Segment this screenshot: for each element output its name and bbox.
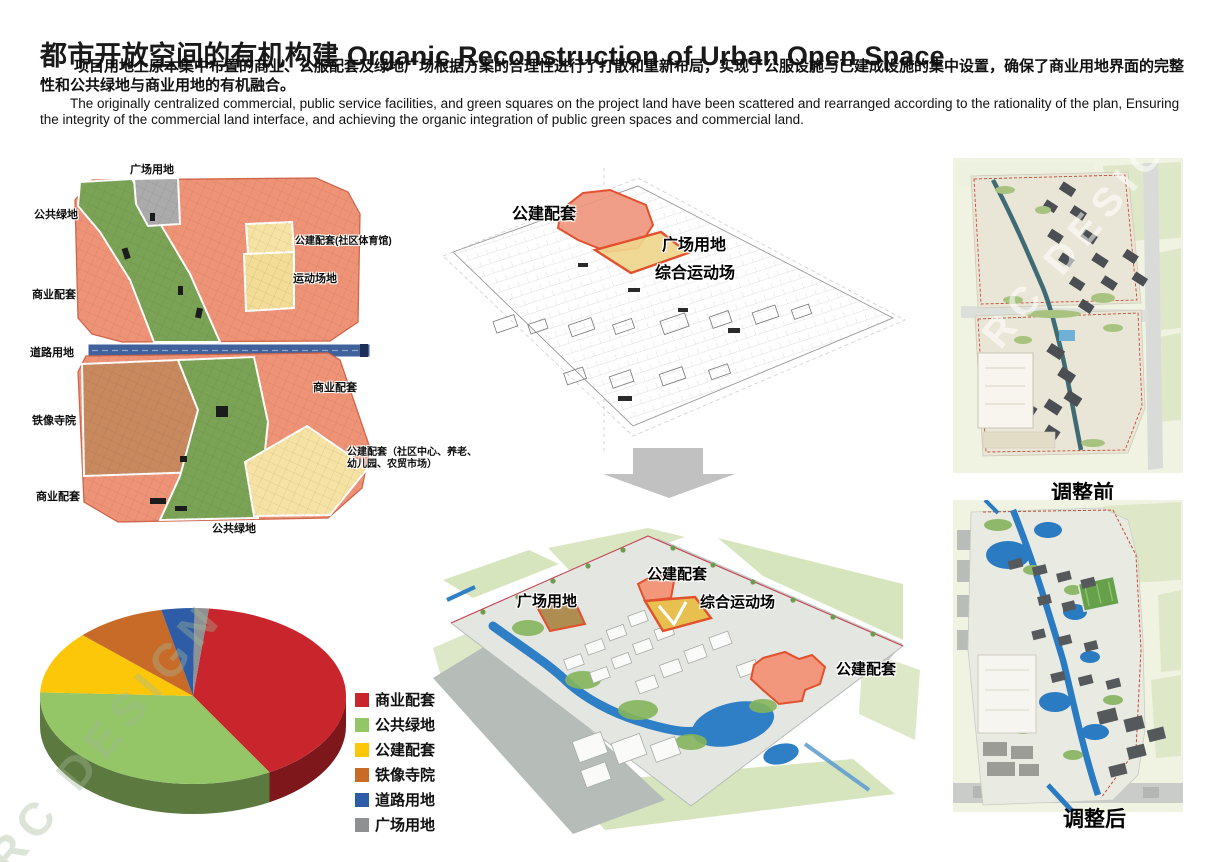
- legend-swatch: [355, 717, 369, 732]
- map-label-commercial-right: 商业配套: [313, 382, 357, 394]
- plan-trees: [480, 545, 876, 637]
- legend-swatch: [355, 792, 369, 807]
- pie-slice-广场用地: [193, 608, 209, 696]
- page-title-zh: 都市开放空间的有机构建: [40, 41, 340, 72]
- plan-label-plaza: 广场用地: [517, 593, 578, 610]
- legend-label: 铁像寺院: [375, 767, 436, 784]
- map-label-plaza: 广场用地: [130, 164, 174, 176]
- pie-slice-铁像寺院: [82, 609, 193, 696]
- legend-item: 公建配套: [355, 737, 435, 762]
- before-caption: 调整前: [1051, 482, 1114, 505]
- after-caption: 调整后: [1063, 808, 1126, 831]
- plan-highlight-public-right: [749, 650, 827, 706]
- before-temple-area: [977, 352, 1034, 429]
- map-label-public-gym: 公建配套(社区体育馆): [295, 236, 392, 247]
- sketch-diagram: [442, 168, 906, 454]
- legend-item: 道路用地: [355, 787, 435, 812]
- legend-item: 商业配套: [355, 687, 435, 712]
- down-arrow-icon: [603, 448, 735, 498]
- intro-paragraph-en: The originally centralized commercial, p…: [40, 96, 1180, 127]
- sketch-label-plaza: 广场用地: [662, 237, 727, 254]
- map-south-block: [77, 352, 371, 523]
- map-label-sports: 运动场地: [293, 273, 337, 285]
- intro-paragraph-zh: 项目用地上原本集中布置的商业、公服配套及绿地广场根据方案的合理性进行了打散和重新…: [40, 58, 1185, 94]
- map-label-public-center: 公建配套（社区中心、养老、 幼儿园、农贸市场）: [347, 447, 477, 471]
- map-label-commercial-bottom: 商业配套: [36, 491, 80, 503]
- land-use-pie-chart: [40, 608, 347, 814]
- plan-river: [488, 621, 710, 736]
- map-label-commercial-left: 商业配套: [32, 289, 76, 301]
- land-use-map: [74, 176, 371, 523]
- page-title-en: Organic Reconstruction of Urban Open Spa…: [346, 41, 945, 72]
- map-label-road: 道路用地: [30, 347, 74, 359]
- legend-label: 商业配套: [375, 692, 436, 709]
- map-label-temple: 铁像寺院: [32, 415, 76, 427]
- legend-label: 道路用地: [375, 792, 436, 809]
- plan-label-sports: 综合运动场: [700, 594, 776, 611]
- legend-swatch: [355, 742, 369, 757]
- legend-swatch: [355, 692, 369, 707]
- plan-label-public-top: 公建配套: [647, 566, 708, 583]
- plan-highlight-plaza: [535, 600, 587, 633]
- plan-highlight-public-top: [636, 572, 676, 603]
- before-plan-image: [953, 158, 1183, 473]
- before-buildings: [1018, 181, 1149, 440]
- map-label-green-bottom: 公共绿地: [212, 523, 256, 535]
- sketch-label-sports: 综合运动场: [655, 265, 736, 282]
- legend-swatch: [355, 817, 369, 832]
- rendered-plan: [433, 528, 920, 834]
- after-plan-image: [953, 500, 1183, 812]
- map-label-green-top: 公共绿地: [34, 209, 78, 221]
- legend-label: 公建配套: [375, 742, 436, 759]
- pie-slice-道路用地: [161, 608, 195, 696]
- before-greens: [995, 186, 1123, 447]
- map-north-block: [74, 176, 361, 343]
- map-label-public-center-line2: 幼儿园、农贸市场）: [347, 459, 437, 470]
- pie-slice-公共绿地: [40, 692, 270, 784]
- pie-rim-segment: [269, 696, 346, 803]
- legend-item: 广场用地: [355, 812, 435, 837]
- legend-item: 公共绿地: [355, 712, 435, 737]
- plan-label-public-right: 公建配套: [836, 661, 897, 678]
- sketch-highlight-plaza-sports: [592, 230, 691, 275]
- map-label-public-center-line1: 公建配套（社区中心、养老、: [347, 447, 477, 458]
- pie-slice-公建配套: [40, 635, 193, 696]
- legend-label: 公共绿地: [375, 717, 436, 734]
- sketch-building-marks: [578, 263, 740, 401]
- after-buildings: [1007, 557, 1167, 778]
- sketch-label-public: 公建配套: [512, 206, 577, 223]
- sketch-buildings: [492, 303, 813, 389]
- page-title: 都市开放空间的有机构建 Organic Reconstruction of Ur…: [40, 34, 1190, 73]
- legend-swatch: [355, 767, 369, 782]
- legend-label: 广场用地: [375, 817, 436, 834]
- plan-pond: [691, 701, 775, 747]
- after-temple-area: [977, 654, 1037, 734]
- pie-rim-segment: [40, 696, 270, 814]
- legend-item: 铁像寺院: [355, 762, 435, 787]
- pie-slice-商业配套: [193, 608, 347, 773]
- pie-legend: 商业配套公共绿地公建配套铁像寺院道路用地广场用地: [355, 687, 435, 837]
